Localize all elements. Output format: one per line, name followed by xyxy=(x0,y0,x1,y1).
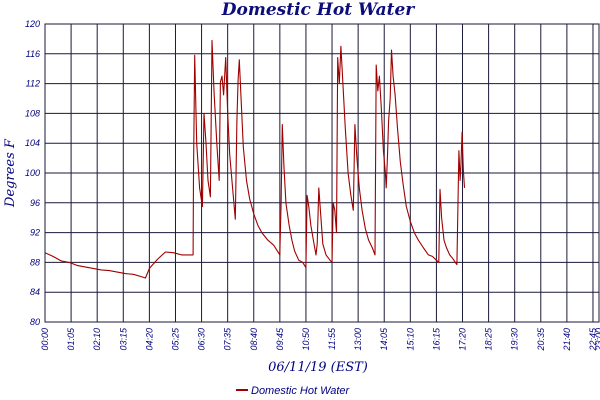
x-tick-label: 08:40 xyxy=(249,328,259,351)
x-tick-label: 23:00 xyxy=(594,328,600,352)
y-tick-label: 100 xyxy=(25,168,40,178)
x-tick-label: 19:30 xyxy=(510,328,520,351)
x-tick-label: 02:10 xyxy=(92,328,102,351)
legend: Domestic Hot Water xyxy=(236,385,351,397)
x-tick-label: 03:15 xyxy=(118,327,128,351)
x-tick-label: 05:25 xyxy=(170,327,180,351)
x-tick-label: 18:25 xyxy=(484,327,494,351)
y-tick-label: 112 xyxy=(26,79,40,89)
series-layer xyxy=(44,39,466,279)
legend-label: Domestic Hot Water xyxy=(251,385,351,397)
y-tick-label: 116 xyxy=(26,49,40,59)
y-tick-label: 80 xyxy=(30,317,40,327)
x-tick-label: 11:55 xyxy=(327,327,337,350)
x-tick-labels: 00:00 01:05 02:10 03:15 04:20 05:25 06:30 07:35… xyxy=(40,327,600,352)
y-tick-label: 88 xyxy=(30,257,40,267)
x-tick-label: 06:30 xyxy=(197,328,207,351)
y-tick-label: 120 xyxy=(25,19,40,29)
x-tick-label: 17:20 xyxy=(458,328,468,351)
series-line xyxy=(44,39,466,279)
x-tick-label: 14:05 xyxy=(379,327,389,351)
y-tick-label: 108 xyxy=(25,108,40,118)
grid xyxy=(44,23,600,323)
chart-title: Domestic Hot Water xyxy=(221,0,416,20)
y-tick-label: 96 xyxy=(30,198,40,208)
y-tick-label: 104 xyxy=(25,138,40,148)
x-tick-label: 04:20 xyxy=(144,328,154,351)
plot-border xyxy=(44,23,600,323)
x-tick-label: 13:00 xyxy=(353,328,363,351)
x-tick-label: 10:50 xyxy=(301,328,311,351)
x-axis-label: 06/11/19 (EST) xyxy=(268,360,368,375)
y-tick-label: 92 xyxy=(30,228,40,238)
x-tick-label: 09:45 xyxy=(275,327,285,351)
x-tick-label: 21:40 xyxy=(562,328,572,352)
x-tick-label: 07:35 xyxy=(223,327,233,351)
x-tick-label: 15:10 xyxy=(405,328,415,351)
y-tick-labels: 80 84 88 92 96 100 104 108 112 116 120 xyxy=(25,19,40,327)
x-tick-label: 01:05 xyxy=(66,327,76,351)
x-tick-label: 22:45 xyxy=(588,327,598,352)
x-tick-label: 20:35 xyxy=(536,327,546,352)
y-tick-label: 84 xyxy=(30,287,40,297)
x-tick-label: 00:00 xyxy=(40,328,50,351)
x-tick-label: 16:15 xyxy=(431,327,441,351)
y-axis-label: Degrees F xyxy=(3,138,18,208)
